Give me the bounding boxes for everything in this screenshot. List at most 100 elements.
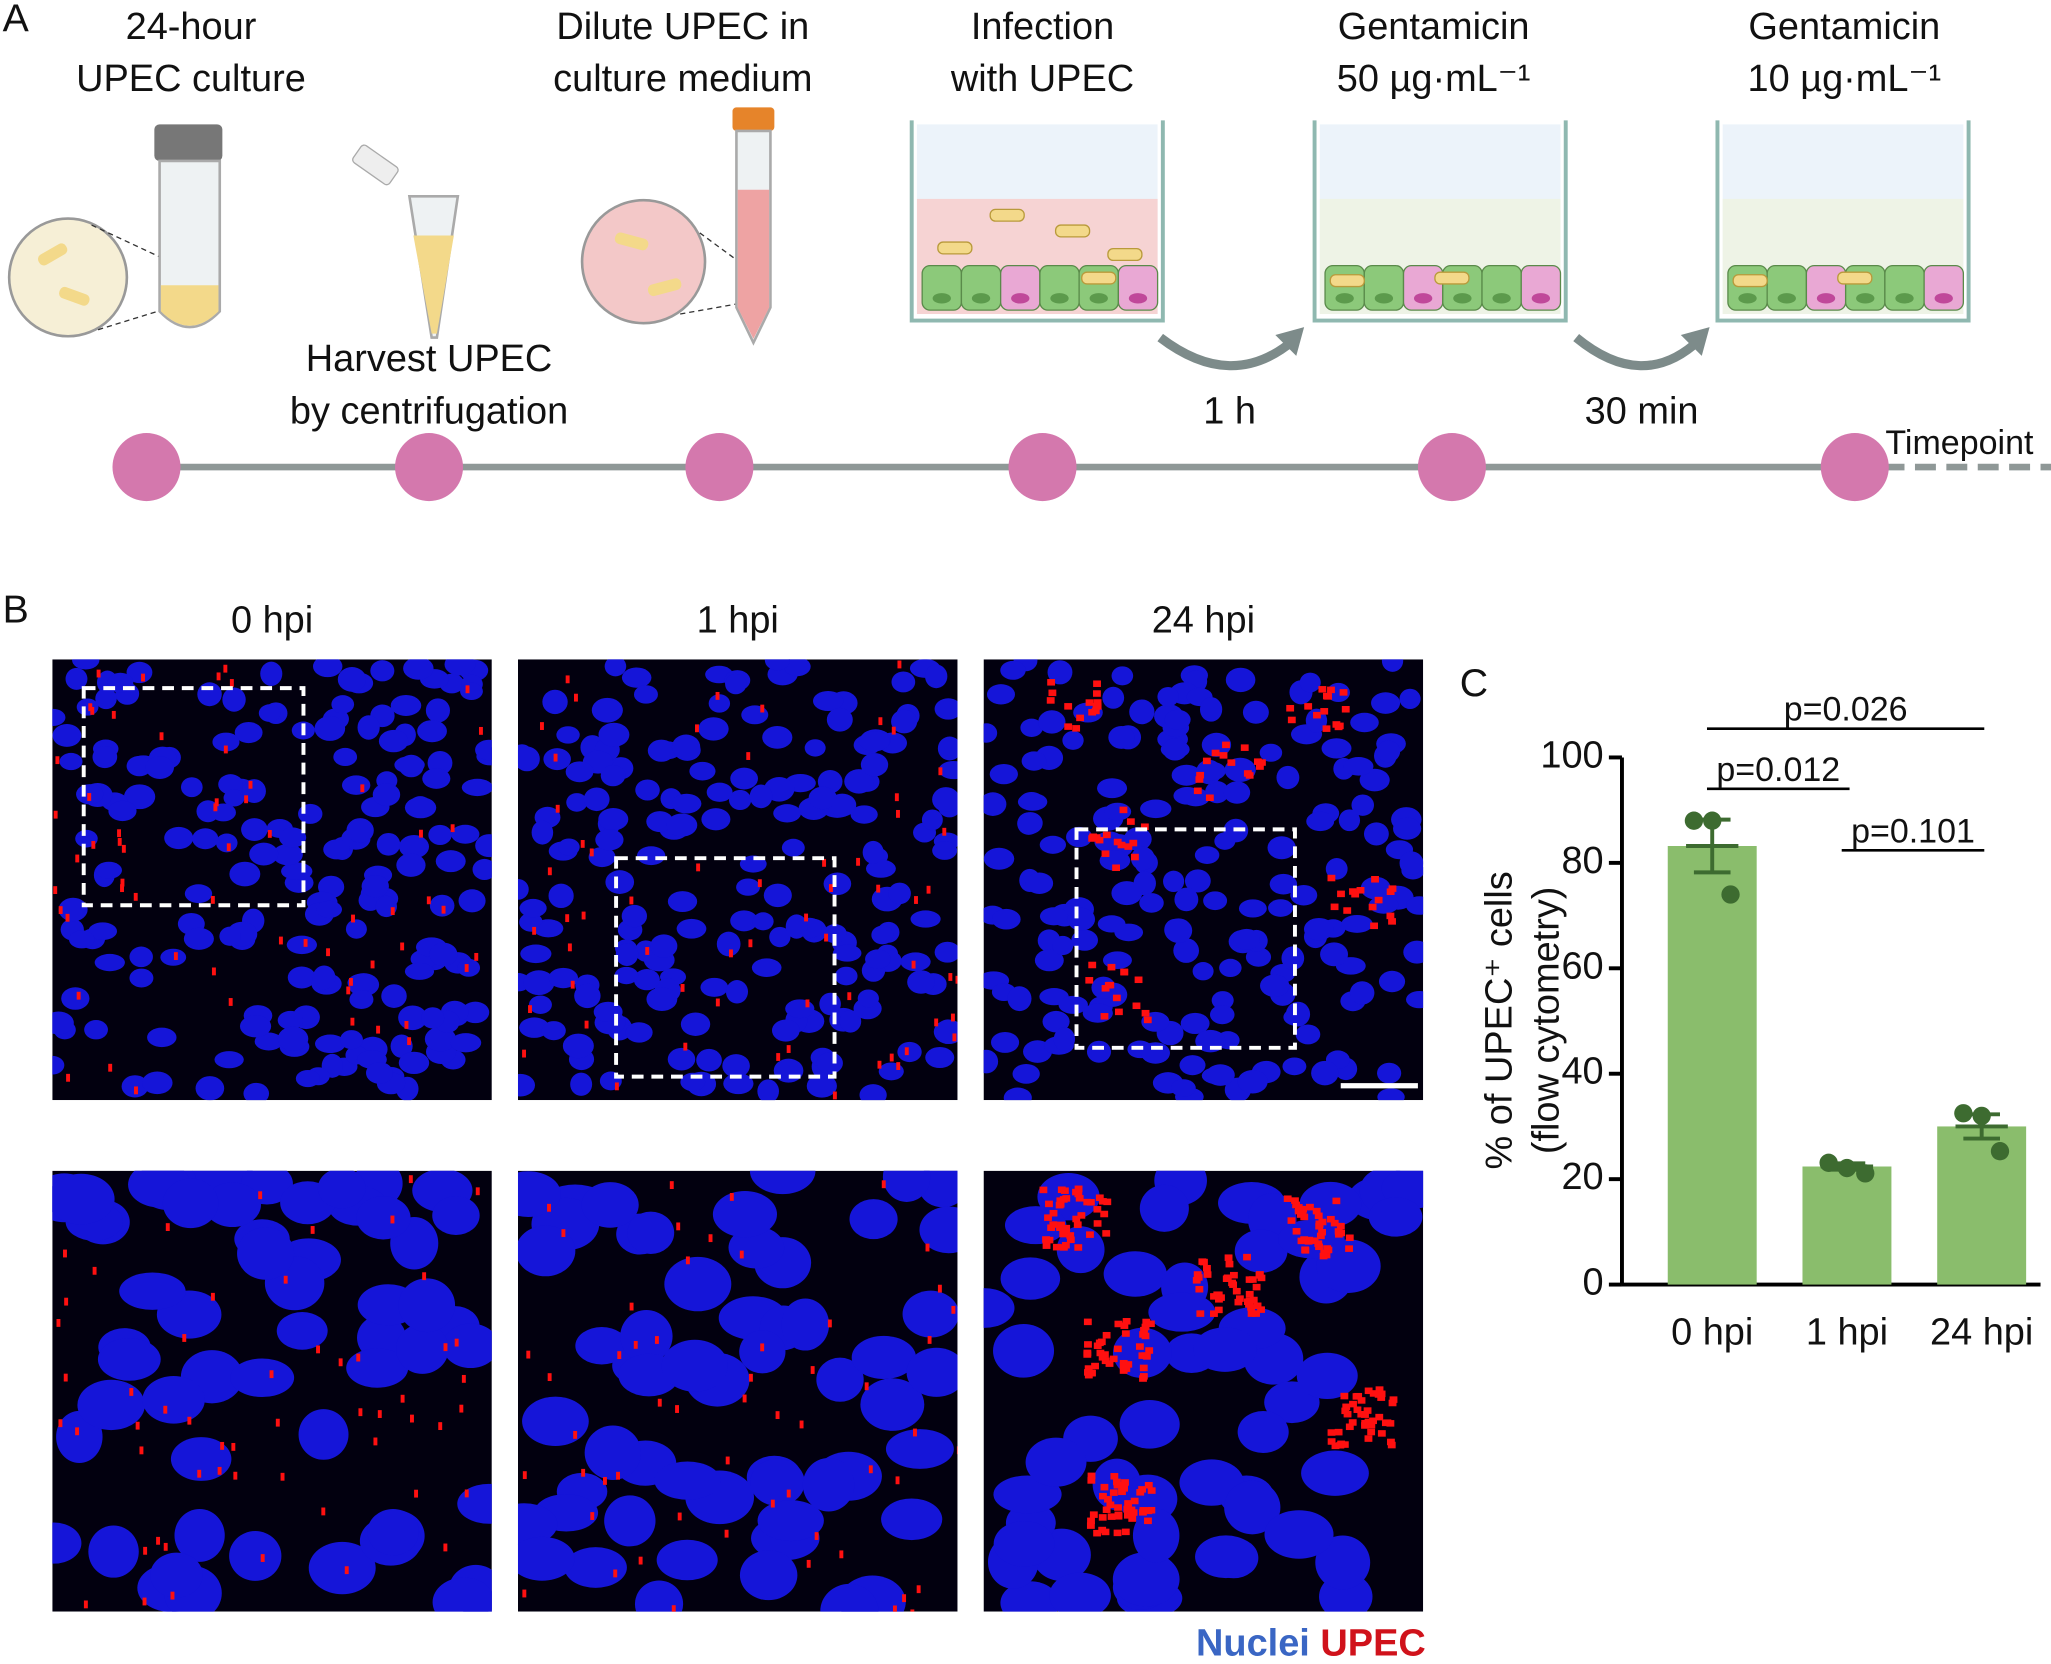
bacteria-signal bbox=[1371, 875, 1379, 883]
bacteria-signal bbox=[881, 1180, 886, 1189]
bar bbox=[1802, 1166, 1892, 1285]
bacteria-signal bbox=[1104, 1496, 1112, 1503]
nucleus bbox=[575, 1327, 629, 1365]
bacteria-signal bbox=[1369, 1417, 1377, 1425]
nucleus bbox=[857, 989, 879, 1008]
bacterium bbox=[1732, 274, 1768, 288]
bacteria-signal bbox=[117, 837, 122, 846]
nucleus bbox=[162, 1178, 219, 1229]
bacteria-signal bbox=[217, 1466, 222, 1475]
nucleus bbox=[1193, 1327, 1257, 1372]
nucleus bbox=[1140, 799, 1172, 819]
data-point bbox=[1684, 811, 1704, 830]
bacteria-signal bbox=[1072, 1188, 1080, 1196]
nucleus bbox=[61, 987, 90, 1010]
bacteria-signal bbox=[839, 1550, 844, 1559]
bacteria-signal bbox=[896, 1062, 901, 1070]
well bbox=[1312, 120, 1568, 323]
nucleus bbox=[983, 792, 1007, 816]
bacteria-signal bbox=[390, 907, 395, 916]
nucleus bbox=[1039, 907, 1068, 926]
nucleus bbox=[680, 1012, 711, 1036]
bacteria-signal bbox=[1336, 1441, 1345, 1449]
nucleus bbox=[308, 1541, 376, 1595]
bacteria-signal bbox=[351, 914, 355, 923]
nucleus bbox=[826, 707, 853, 732]
bacteria-signal bbox=[407, 1037, 412, 1046]
bacteria-signal bbox=[1253, 758, 1262, 765]
nucleus bbox=[398, 1051, 430, 1075]
step-label: Harvest UPEC bbox=[306, 338, 553, 380]
bacteria-signal bbox=[895, 1476, 900, 1485]
bacteria-signal bbox=[1093, 690, 1101, 697]
bacteria-signal bbox=[220, 1441, 225, 1450]
cell-nucleus bbox=[1128, 293, 1148, 304]
nucleus bbox=[68, 930, 95, 949]
nucleus bbox=[461, 1001, 490, 1024]
bacteria-signal bbox=[1386, 888, 1395, 895]
nucleus bbox=[370, 660, 395, 682]
nucleus bbox=[381, 984, 407, 1008]
nucleus bbox=[442, 1323, 492, 1369]
nucleus bbox=[229, 1531, 282, 1581]
bacteria-signal bbox=[1098, 1514, 1107, 1521]
nucleus bbox=[1038, 710, 1066, 734]
bacteria-signal bbox=[522, 1049, 527, 1058]
nucleus bbox=[298, 1409, 349, 1460]
bacterium bbox=[1107, 247, 1143, 262]
nucleus bbox=[1148, 1292, 1216, 1332]
bacteria-signal bbox=[910, 1609, 915, 1612]
bacteria-signal bbox=[1287, 1217, 1296, 1224]
bacteria-signal bbox=[1138, 1486, 1147, 1493]
bacteria-signal bbox=[1203, 1264, 1211, 1272]
bacteria-signal bbox=[210, 1292, 215, 1301]
bacteria-signal bbox=[1301, 1246, 1310, 1254]
bacteria-signal bbox=[390, 1215, 395, 1224]
bacteria-signal bbox=[92, 1266, 97, 1275]
nucleus bbox=[1321, 738, 1352, 759]
nucleus bbox=[539, 919, 563, 937]
nucleus bbox=[119, 1272, 186, 1310]
bacteria-signal bbox=[214, 798, 219, 807]
bacteria-signal bbox=[822, 858, 827, 867]
bacteria-signal bbox=[142, 1597, 147, 1606]
step-label: with UPEC bbox=[950, 58, 1134, 100]
bacteria-signal bbox=[141, 673, 145, 682]
nucleus bbox=[865, 859, 896, 878]
bacteria-signal bbox=[522, 1589, 527, 1598]
nucleus bbox=[891, 709, 918, 734]
nucleus bbox=[230, 1358, 295, 1398]
nucleus bbox=[646, 811, 674, 833]
nucleus bbox=[1171, 764, 1202, 786]
nucleus bbox=[429, 942, 458, 967]
nucleus bbox=[712, 1191, 778, 1238]
nucleus bbox=[522, 1396, 589, 1446]
bacteria-signal bbox=[267, 829, 272, 838]
bacteria-signal bbox=[617, 1351, 622, 1360]
nucleus bbox=[1260, 974, 1290, 997]
bacteria-signal bbox=[1313, 711, 1321, 719]
bacteria-signal bbox=[1089, 833, 1097, 841]
nucleus bbox=[562, 1033, 594, 1059]
nucleus bbox=[1020, 718, 1043, 737]
cell-nucleus bbox=[1934, 293, 1953, 304]
nucleus bbox=[1179, 1459, 1244, 1506]
bacteria-signal bbox=[408, 1175, 413, 1184]
micrograph bbox=[517, 659, 958, 1101]
bacteria-signal bbox=[1059, 1230, 1068, 1238]
nucleus bbox=[1350, 712, 1379, 733]
nucleus bbox=[664, 1256, 732, 1312]
well bbox=[909, 120, 1165, 323]
nucleus bbox=[1341, 915, 1373, 933]
nucleus bbox=[604, 1495, 656, 1547]
bacteria-signal bbox=[927, 1336, 932, 1344]
bacteria-signal bbox=[832, 1091, 837, 1100]
bar bbox=[1667, 846, 1757, 1285]
bacteria-signal bbox=[258, 1191, 263, 1200]
nucleus bbox=[541, 1021, 566, 1041]
bacteria-signal bbox=[677, 1512, 682, 1521]
nucleus bbox=[1363, 822, 1389, 846]
bacteria-signal bbox=[729, 949, 733, 958]
nucleus bbox=[295, 1069, 321, 1088]
